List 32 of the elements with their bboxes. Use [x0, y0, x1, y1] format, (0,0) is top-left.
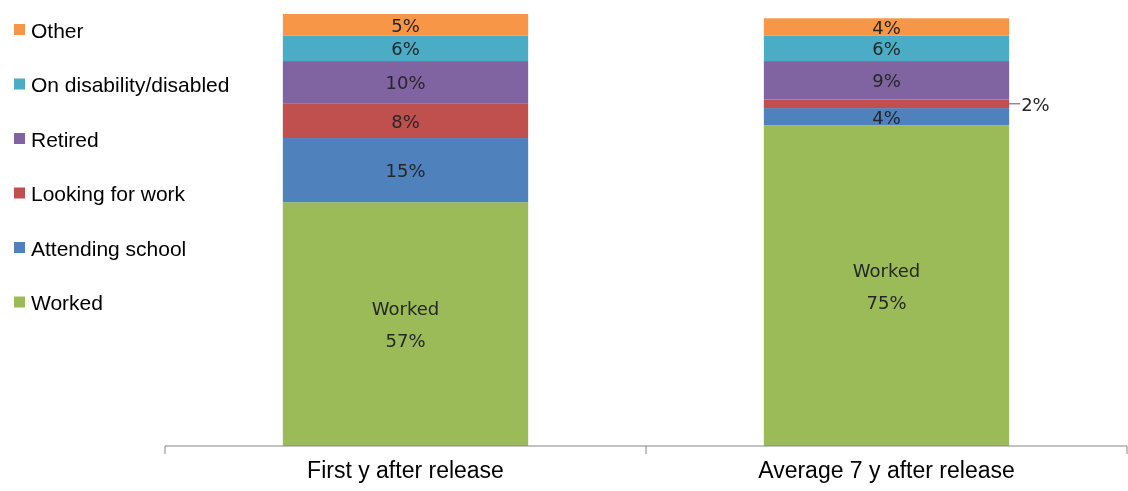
bar — [282, 61, 529, 104]
data-label: 4% — [872, 16, 901, 38]
x-tick-label: First y after release — [307, 457, 504, 483]
data-label: 6% — [391, 37, 420, 59]
data-label: 5% — [391, 14, 420, 36]
bar — [282, 35, 529, 62]
data-label: 8% — [391, 110, 420, 132]
legend-label: Attending school — [31, 236, 187, 260]
bar — [763, 18, 1010, 36]
bar — [763, 61, 1010, 100]
data-label: 10% — [385, 71, 426, 93]
x-tick-label: Average 7 y after release — [758, 457, 1015, 483]
data-label: Worked 57% — [371, 297, 440, 351]
data-label: 9% — [872, 69, 901, 91]
bar — [282, 103, 529, 139]
legend-label: Worked — [31, 291, 103, 314]
bar — [763, 108, 1010, 126]
bar — [282, 202, 529, 446]
bar — [763, 35, 1010, 62]
legend-label: On disability/disabled — [31, 73, 230, 96]
legend-label: Looking for work — [31, 182, 186, 205]
bar — [763, 99, 1010, 109]
bar — [282, 14, 529, 36]
data-label: 15% — [385, 159, 426, 181]
legend-label: Retired — [31, 127, 99, 151]
data-label: 2% — [1021, 93, 1050, 115]
legend-label: Other — [31, 18, 84, 42]
data-label: 6% — [872, 37, 901, 59]
bar — [282, 138, 529, 203]
data-label: 4% — [872, 106, 901, 128]
bar — [763, 125, 1010, 446]
data-label: Worked 75% — [852, 259, 921, 313]
